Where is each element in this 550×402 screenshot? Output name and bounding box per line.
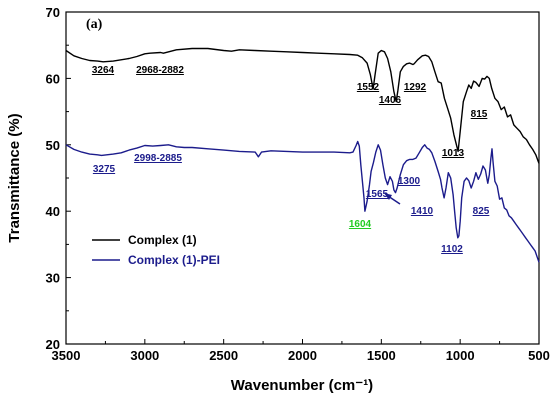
series-layer (65, 47, 540, 263)
x-axis-ticks: 3500 3000 2500 2000 1500 1000 500 (52, 339, 550, 363)
peak-label: 1300 (398, 176, 421, 187)
peak-label: 815 (471, 109, 488, 120)
x-tick-label: 500 (528, 348, 550, 363)
x-tick-label: 1000 (446, 348, 475, 363)
x-tick-label: 3500 (52, 348, 81, 363)
peak-label: 1102 (441, 244, 463, 255)
peak-label: 2998-2885 (134, 153, 182, 164)
y-axis-title: Transmittance (%) (6, 113, 23, 242)
plot-area (65, 11, 540, 345)
peak-label: 3275 (93, 164, 116, 175)
peak-label: 1406 (379, 95, 402, 106)
x-axis-title: Wavenumber (cm⁻¹) (231, 377, 373, 394)
annotation-arrow (384, 193, 401, 205)
y-tick-label: 60 (46, 71, 60, 86)
peak-label: 1013 (442, 148, 465, 159)
peak-label: 3264 (92, 65, 115, 76)
legend: Complex (1) Complex (1)-PEI (92, 233, 220, 267)
peak-label: 1292 (404, 82, 427, 93)
x-tick-label: 2500 (209, 348, 238, 363)
x-tick-label: 3000 (130, 348, 159, 363)
peak-label: 1604 (349, 219, 372, 230)
y-tick-label: 50 (46, 138, 60, 153)
panel-label: (a) (86, 17, 103, 32)
y-tick-label: 20 (46, 337, 60, 352)
peak-label: 1410 (411, 206, 434, 217)
series-line-complex-pei (65, 140, 540, 263)
y-tick-label: 70 (46, 5, 60, 20)
x-tick-label: 1500 (367, 348, 396, 363)
peak-label: 1565 (366, 189, 389, 200)
y-tick-label: 40 (46, 204, 60, 219)
peak-label: 2968-2882 (136, 65, 184, 76)
y-axis-ticks: 20 30 40 50 60 70 (46, 5, 71, 352)
y-tick-label: 30 (46, 271, 60, 286)
x-tick-label: 2000 (288, 348, 317, 363)
legend-label-complex-pei: Complex (1)-PEI (128, 253, 220, 267)
series-line-complex (65, 47, 540, 164)
peak-label: 825 (473, 206, 490, 217)
peak-label: 1552 (357, 82, 380, 93)
legend-label-complex: Complex (1) (128, 233, 197, 247)
